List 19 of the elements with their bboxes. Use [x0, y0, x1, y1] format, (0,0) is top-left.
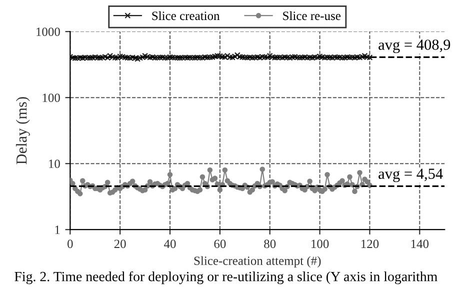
x-tick-label: 120 — [361, 240, 379, 248]
caption: Fig. 2. Time needed for deploying or re-utilizing a slice (Y axis in logarithm — [14, 271, 438, 284]
y-axis-title: Delay (ms) — [16, 97, 30, 164]
x-tick-label: 0 — [68, 240, 73, 248]
y-tick-label: 1000 — [36, 28, 60, 36]
ref-line-label: avg = 408,9 — [378, 40, 450, 54]
y-tick-label: 1 — [55, 226, 60, 234]
x-tick-label: 60 — [214, 240, 226, 248]
y-tick-label: 10 — [49, 160, 60, 168]
x-tick-label: 20 — [114, 240, 126, 248]
x-tick-label: 100 — [312, 240, 329, 248]
ref-line-label: avg = 4,54 — [378, 168, 443, 182]
legend-label: Slice creation — [152, 11, 220, 20]
legend-label: Slice re-use — [283, 11, 341, 20]
x-axis-title: Slice-creation attempt (#) — [194, 256, 321, 268]
x-tick-label: 40 — [164, 240, 176, 248]
x-tick-label: 140 — [411, 240, 429, 248]
x-tick-label: 80 — [264, 240, 276, 248]
y-tick-label: 100 — [42, 94, 60, 102]
